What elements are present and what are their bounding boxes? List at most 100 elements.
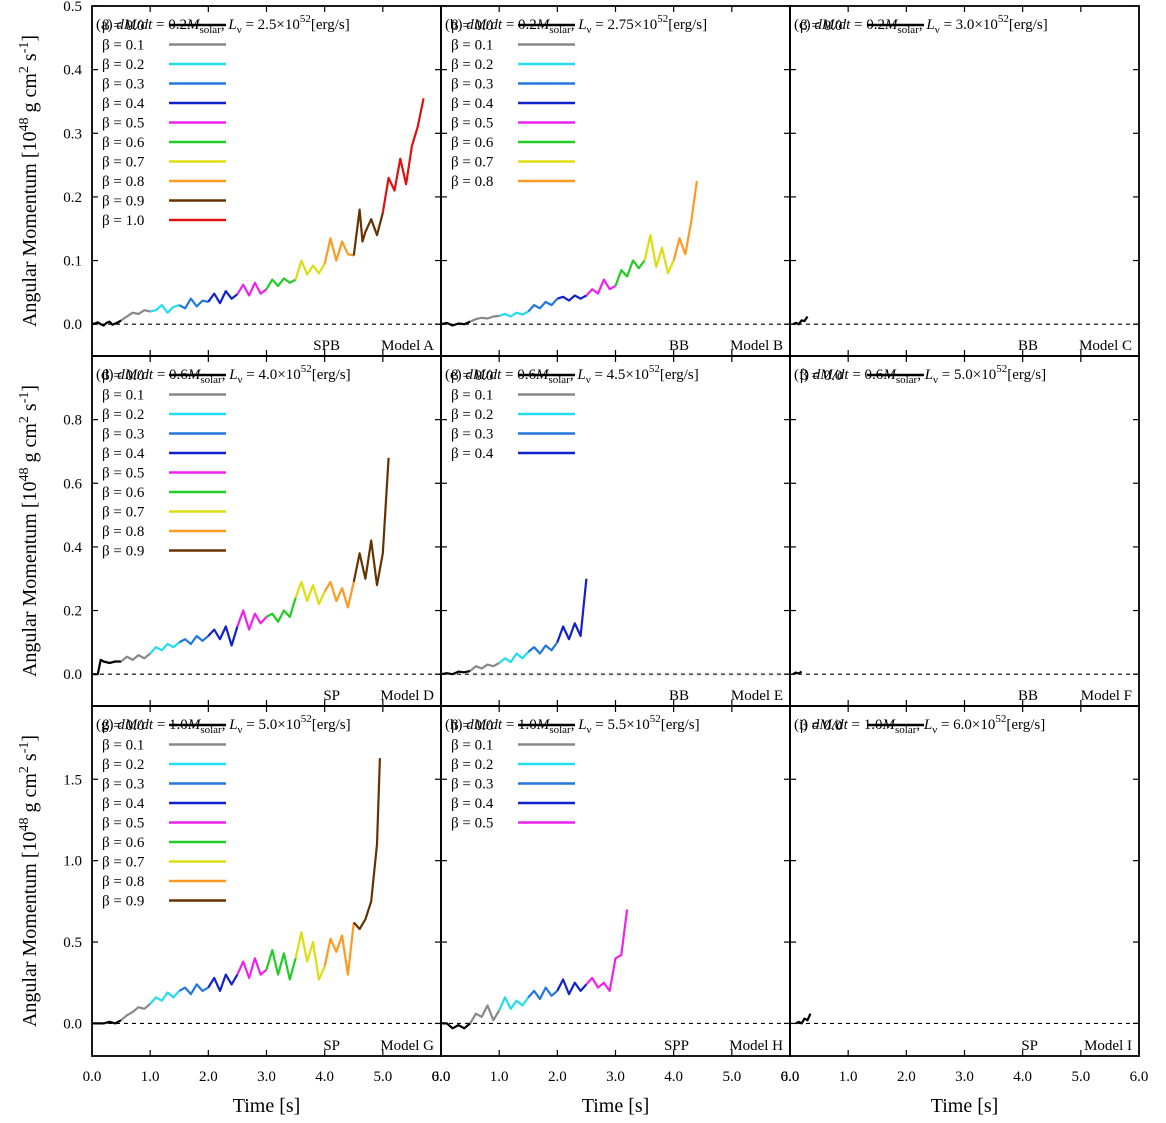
- series-line-6: [265, 597, 297, 623]
- panel-title: (h) dM/dt = 1.0Msolar, Lν = 5.5×1052[erg…: [445, 713, 700, 736]
- title-mass: M: [884, 17, 899, 33]
- legend-label-5: β = 0.5: [102, 466, 144, 482]
- panel-e: β = 0.0 β = 0.1 β = 0.2 β = 0.3 β = 0.4 (e) d…: [440, 355, 791, 707]
- ylabel-unit: g cm: [19, 423, 41, 468]
- legend-label-2: β = 0.2: [102, 757, 144, 773]
- y-tick-label: 0.6: [63, 476, 82, 492]
- title-mass-sub: solar: [897, 24, 919, 36]
- title-unit: [erg/s]: [1009, 17, 1048, 33]
- y-axis-title: Angular Momentum [1048 g cm2 s-1]: [17, 735, 41, 1027]
- title-mass-sub: solar: [199, 24, 221, 36]
- legend-label-10: β = 1.0: [102, 213, 144, 229]
- title-rate: dM/dt: [466, 717, 503, 733]
- x-tick-label: 0.0: [83, 1069, 102, 1085]
- title-unit: [erg/s]: [660, 367, 699, 383]
- series-line-3: [178, 297, 209, 310]
- legend-label-2: β = 0.2: [451, 757, 493, 773]
- series-line-0: [792, 670, 803, 676]
- title-unit: [erg/s]: [668, 17, 707, 33]
- title-lum-exp: 52: [657, 13, 668, 25]
- legend-label-5: β = 0.5: [102, 116, 144, 132]
- legend-label-1: β = 0.1: [451, 388, 493, 404]
- y-tick-label: 0.5: [63, 0, 82, 15]
- title-lum: L: [924, 367, 933, 383]
- x-tick-label: 4.0: [664, 1069, 683, 1085]
- legend-label-0: β = 0.0: [451, 18, 493, 34]
- title-lum-value: = 3.0×10: [940, 17, 998, 33]
- title-lum-exp: 52: [998, 13, 1009, 25]
- series-line-2: [498, 651, 530, 664]
- model-label: Model B: [730, 338, 783, 354]
- legend-label-0: β = 0.0: [102, 18, 144, 34]
- title-lum-exp: 52: [301, 713, 312, 725]
- ylabel-end: ]: [19, 735, 41, 742]
- legend-label-5: β = 0.5: [102, 816, 144, 832]
- title-lum-sub: ν: [237, 24, 242, 36]
- legend-label-4: β = 0.4: [451, 96, 494, 112]
- title-prefix: (b): [445, 17, 466, 33]
- panel-frame: [91, 705, 442, 1057]
- x-tick-label: 6.0: [781, 1069, 800, 1085]
- title-lum: L: [577, 17, 586, 33]
- panel-i: β = 0.0(i) dM/dt = 1.0Msolar, Lν = 6.0×1…: [789, 705, 1140, 1057]
- model-label: Model D: [380, 688, 434, 704]
- y-axis-title: Angular Momentum [1048 g cm2 s-1]: [17, 35, 41, 327]
- legend-label-3: β = 0.3: [102, 777, 144, 793]
- ylabel-s: s: [19, 403, 41, 416]
- legend-label-5: β = 0.5: [451, 816, 493, 832]
- title-sep: ,: [916, 717, 924, 733]
- series-line-10: [381, 98, 425, 213]
- x-axis-title: Time [s]: [931, 1095, 999, 1117]
- title-mass-sub: solar: [200, 724, 222, 736]
- x-tick-label: 5.0: [722, 1069, 741, 1085]
- series-line-0: [792, 315, 809, 326]
- title-lum-sub: ν: [935, 24, 940, 36]
- legend-label-4: β = 0.4: [451, 446, 494, 462]
- series-line-3: [527, 986, 559, 1001]
- shock-type-label: BB: [669, 338, 689, 354]
- shock-type-label: BB: [1018, 338, 1038, 354]
- y-tick-label: 0.2: [63, 604, 82, 620]
- panel-title: (g) dM/dt = 1.0Msolar, Lν = 5.0×1052[erg…: [96, 713, 351, 736]
- legend-label-9: β = 0.9: [102, 544, 144, 560]
- series-line-2: [149, 641, 180, 655]
- shock-type-label: SP: [323, 1038, 340, 1054]
- legend-label-5: β = 0.5: [451, 116, 493, 132]
- series-line-5: [236, 609, 268, 631]
- series-line-2: [149, 304, 180, 314]
- y-tick-label: 0.2: [63, 190, 82, 206]
- series-line-8: [672, 180, 698, 261]
- legend-label-4: β = 0.4: [102, 96, 145, 112]
- title-lum-value: = 5.5×10: [592, 717, 650, 733]
- legend-label-7: β = 0.7: [451, 155, 494, 171]
- title-unit: [erg/s]: [661, 717, 700, 733]
- panel-title: (c) dM/dt = 0.2Msolar, Lν = 3.0×1052[erg…: [794, 13, 1048, 36]
- title-unit: [erg/s]: [311, 17, 350, 33]
- series-line-1: [120, 1003, 151, 1022]
- title-mass: M: [536, 717, 551, 733]
- ylabel-main: Angular Momentum [10: [19, 482, 41, 678]
- legend-label-2: β = 0.2: [102, 57, 144, 73]
- y-tick-label: 0.8: [63, 413, 82, 429]
- title-rate-value: = 0.6: [849, 367, 884, 383]
- legend-label-3: β = 0.3: [451, 777, 493, 793]
- title-rate-value: = 0.2: [502, 17, 537, 33]
- title-mass: M: [186, 17, 201, 33]
- legend-label-1: β = 0.1: [102, 388, 144, 404]
- ylabel-exp2: 2: [17, 66, 32, 73]
- ylabel-unit: g cm: [19, 73, 41, 118]
- panel-frame: [789, 355, 1140, 707]
- series-line-0: [91, 319, 122, 327]
- y-tick-label: 0.0: [63, 667, 82, 683]
- series-line-1: [469, 662, 500, 672]
- title-prefix: (i): [794, 717, 812, 733]
- title-lum-exp: 52: [996, 363, 1007, 375]
- panel-frame: [440, 355, 791, 707]
- x-tick-label: 2.0: [548, 1069, 567, 1085]
- title-unit: [erg/s]: [1006, 717, 1045, 733]
- title-prefix: (a): [96, 17, 116, 33]
- title-mass-sub: solar: [896, 374, 918, 386]
- series-line-3: [527, 641, 559, 655]
- series-line-8: [323, 922, 355, 976]
